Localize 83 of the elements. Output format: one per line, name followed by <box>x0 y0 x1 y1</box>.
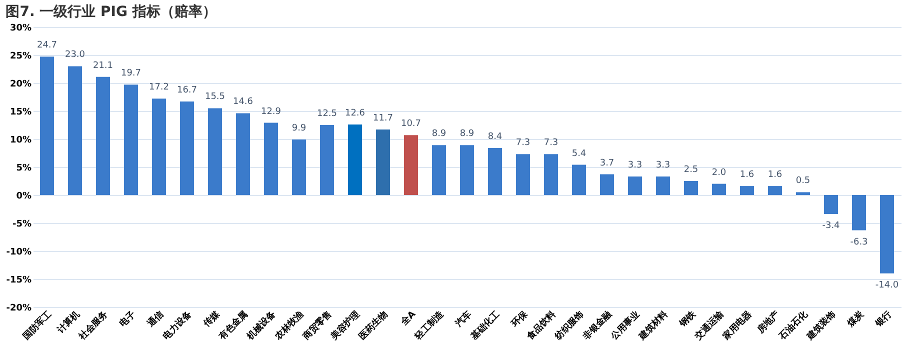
data-label: 19.7 <box>120 68 142 79</box>
x-tick-label: 全A <box>398 308 418 329</box>
y-tick-label: 0% <box>16 192 32 202</box>
bar <box>740 186 754 195</box>
x-tick-label: 银行 <box>872 308 894 330</box>
bar <box>600 174 614 195</box>
bar <box>376 129 390 195</box>
bar <box>68 66 82 195</box>
x-tick-label: 传媒 <box>200 308 223 330</box>
bar <box>824 195 838 214</box>
bar <box>684 181 698 195</box>
data-label: 14.6 <box>232 97 254 108</box>
data-label: 8.9 <box>432 129 446 140</box>
bar <box>124 84 138 195</box>
bar <box>768 186 782 195</box>
data-label: 3.3 <box>628 160 642 171</box>
y-tick-label: 25% <box>10 52 32 62</box>
data-label: 10.7 <box>400 119 422 130</box>
x-tick-label: 电子 <box>118 308 138 330</box>
y-tick-label: 5% <box>16 164 32 174</box>
bar <box>432 145 446 195</box>
bar <box>180 101 194 195</box>
data-label: 0.5 <box>796 176 810 186</box>
data-label: 8.9 <box>460 129 474 140</box>
bar <box>488 148 502 195</box>
data-label: 5.4 <box>572 148 586 159</box>
data-label: 12.9 <box>260 106 282 117</box>
bar <box>796 192 810 195</box>
bar <box>656 176 670 195</box>
y-tick-label: -20% <box>6 304 32 314</box>
data-label: 3.7 <box>600 158 614 168</box>
data-label: 1.6 <box>768 170 782 180</box>
data-label: 24.7 <box>36 40 58 51</box>
x-tick-label: 煤炭 <box>844 308 867 330</box>
y-tick-label: 15% <box>10 108 32 118</box>
data-label: 2.0 <box>712 168 726 178</box>
data-label: 9.9 <box>292 124 306 134</box>
y-tick-label: -10% <box>6 248 32 258</box>
x-tick-label: 汽车 <box>452 308 474 330</box>
data-label: 3.3 <box>656 160 670 171</box>
bar <box>292 140 306 195</box>
bar <box>348 124 362 195</box>
bar <box>880 195 894 274</box>
bar <box>852 195 866 230</box>
bar <box>236 113 250 195</box>
data-label: 2.5 <box>684 165 698 175</box>
x-tick-label: 环保 <box>508 308 531 330</box>
data-label: 23.0 <box>64 50 86 60</box>
data-label: 12.6 <box>344 108 366 118</box>
data-label: -14.0 <box>875 280 899 290</box>
data-label: -3.4 <box>822 221 840 232</box>
bar <box>544 154 558 195</box>
bar <box>572 164 586 195</box>
bar <box>96 76 110 195</box>
y-tick-label: 20% <box>10 80 32 90</box>
bar <box>404 135 418 195</box>
bar <box>712 184 726 195</box>
data-label: 8.4 <box>488 132 502 142</box>
x-tick-label: 钢铁 <box>676 308 699 330</box>
x-tick-label: 通信 <box>144 308 166 330</box>
data-label: -6.3 <box>850 237 868 248</box>
data-label: 15.5 <box>204 92 226 102</box>
bar <box>516 154 530 195</box>
bar <box>628 176 642 195</box>
y-tick-label: 30% <box>10 24 32 34</box>
data-label: 21.1 <box>92 60 114 71</box>
y-tick-label: -5% <box>12 220 32 230</box>
chart-title: 图7. 一级行业 PIG 指标（赔率） <box>6 3 216 20</box>
bar <box>460 145 474 195</box>
y-tick-label: -15% <box>6 276 32 286</box>
data-label: 11.7 <box>372 113 394 124</box>
bar <box>320 125 334 195</box>
data-label: 7.3 <box>516 138 530 148</box>
data-label: 16.7 <box>176 85 198 96</box>
bar <box>208 108 222 195</box>
y-tick-label: 10% <box>10 136 32 146</box>
data-label: 12.5 <box>316 109 338 119</box>
bar <box>152 98 166 195</box>
data-label: 17.2 <box>148 82 170 93</box>
data-label: 1.6 <box>740 170 754 180</box>
data-label: 7.3 <box>544 138 558 148</box>
bar <box>40 56 54 195</box>
bar <box>264 122 278 195</box>
